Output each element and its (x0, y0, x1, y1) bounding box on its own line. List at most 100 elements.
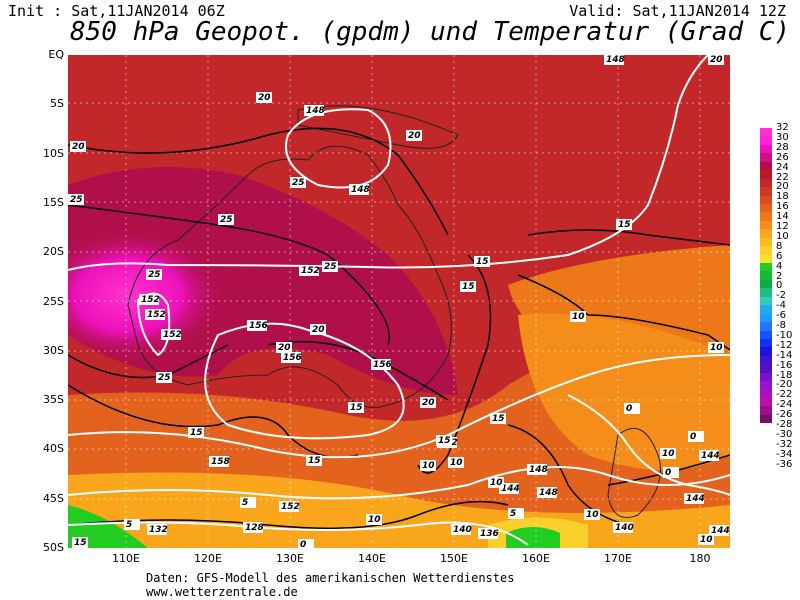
colorbar-cell (760, 389, 772, 398)
colorbar-level: 28 (776, 141, 789, 153)
colorbar-level: -36 (776, 458, 793, 470)
temperature-label-box (490, 413, 506, 424)
colorbar-cell (760, 381, 772, 390)
temperature-label: 15 (308, 456, 321, 466)
colorbar-level: 4 (776, 260, 783, 272)
colorbar-cell (760, 288, 772, 297)
colorbar-cell (760, 246, 772, 255)
colorbar-level: -34 (776, 448, 793, 460)
temperature-label-box (448, 457, 464, 468)
temperature-label-box (488, 477, 504, 488)
colorbar-level: -8 (776, 320, 786, 331)
temperature-label-box (366, 514, 382, 525)
geopotential-label-box (299, 265, 319, 276)
geopotential-label: 148 (529, 465, 548, 475)
colorbar-level: -20 (776, 379, 793, 391)
geopotential-label: 152 (147, 310, 166, 320)
lon-label: 140E (358, 552, 386, 565)
temperature-label-box (708, 342, 724, 353)
geopotential-label-box (527, 464, 547, 475)
geopotential-label: 132 (149, 525, 168, 535)
lat-label: 15S (43, 195, 64, 209)
temperature-label-box (240, 497, 256, 508)
temperature-label-box (306, 455, 322, 466)
colorbar-level: -12 (776, 339, 793, 351)
geopotential-label-box (699, 450, 719, 461)
colorbar-level: -28 (776, 419, 793, 430)
geopotential-label-box (243, 522, 263, 533)
geopotential-label-box (247, 320, 267, 331)
colorbar-cell (760, 322, 772, 331)
contour-labels: 1481481481521521521521561561561521581521… (68, 55, 730, 548)
lon-label: 110E (112, 552, 140, 565)
lon-label: 120E (194, 552, 222, 565)
temperature-label-box (698, 534, 714, 545)
colorbar-level: 24 (776, 161, 789, 173)
temperature-label-box (508, 508, 524, 519)
geopotential-label-box (684, 493, 704, 504)
colorbar-level: 32 (776, 122, 789, 133)
lat-label: 5S (50, 97, 64, 111)
lat-label: 20S (43, 245, 64, 259)
colorbar-cell (760, 398, 772, 407)
geopotential-label: 158 (211, 457, 230, 467)
geopotential-label-box (478, 528, 498, 539)
geopotential-label: 152 (281, 502, 300, 512)
colorbar-cell (760, 271, 772, 280)
temperature-label: 10 (490, 478, 503, 488)
geopotential-label-box (499, 483, 519, 494)
temperature-label-box (660, 448, 676, 459)
temperature-label-box (298, 539, 314, 548)
geopotential-label-box (709, 525, 729, 536)
temperature-label: 25 (148, 270, 161, 280)
geopotential-label: 140 (615, 523, 634, 533)
temperature-label: 20 (422, 398, 435, 408)
temperature-label-box (156, 372, 172, 383)
temperature-label: 25 (292, 178, 305, 188)
lat-label: 25S (43, 294, 64, 308)
colorbar-level: -32 (776, 438, 793, 450)
colorbar-cell (760, 279, 772, 289)
colorbar-cell (760, 355, 772, 365)
temperature-label: 20 (278, 343, 291, 353)
grid-lines (68, 55, 730, 548)
source-url: www.wetterzentrale.de (146, 585, 298, 599)
temperature-label: 25 (220, 215, 233, 225)
geopotential-label-box (349, 184, 369, 195)
temperature-label: 10 (586, 510, 599, 520)
colorbar-level: -22 (776, 389, 793, 401)
geopotential-label: 156 (249, 321, 268, 331)
colorbar-level: 0 (776, 280, 783, 292)
temperature-label-box (70, 141, 86, 152)
temperature-label: 15 (476, 257, 489, 267)
colorbar-cell (760, 313, 772, 323)
geopotential-label-box (145, 309, 165, 320)
data-source: Daten: GFS-Modell des amerikanischen Wet… (146, 571, 515, 585)
geopotential-label: 136 (480, 529, 499, 539)
geopotential-label-box (147, 524, 167, 535)
geopotential-label: 156 (283, 353, 302, 363)
colorbar-level: 2 (776, 270, 783, 282)
geopotential-label: 152 (163, 330, 182, 340)
temperature-label: 15 (438, 436, 451, 446)
temperature-label: 10 (700, 535, 713, 545)
temperature-label-box (460, 281, 476, 292)
geopotential-label: 128 (245, 523, 264, 533)
colorbar-level: 16 (776, 201, 789, 213)
colorbar-cell (760, 364, 772, 373)
geopotential-label-box (613, 522, 633, 533)
temperature-label-box (570, 311, 586, 322)
temperature-zone-tasman (518, 313, 730, 470)
colorbar-level: 26 (776, 151, 789, 163)
temperature-label: 15 (618, 220, 631, 230)
temperature-label: 5 (242, 498, 248, 508)
init-time: Init : Sat,11JAN2014 06Z (8, 2, 225, 20)
colorbar-level: 6 (776, 250, 783, 262)
geopotential-label-box (279, 501, 299, 512)
temperature-label: 15 (492, 414, 505, 424)
colorbar-cell (760, 296, 772, 306)
temperature-label: 0 (300, 540, 306, 548)
geopotential-label-box (139, 294, 159, 305)
geopotential-label-box (604, 55, 624, 65)
temperature-label: 10 (368, 515, 381, 525)
